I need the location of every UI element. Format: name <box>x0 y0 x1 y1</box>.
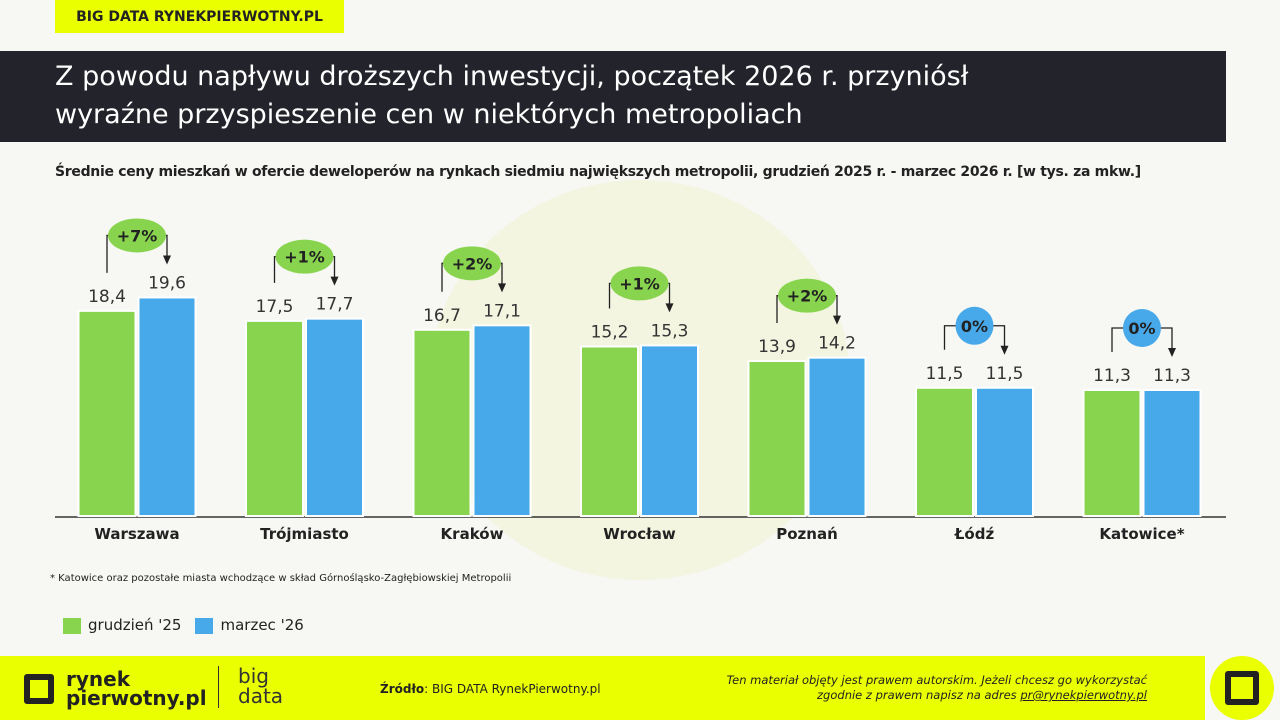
legend-item-dec: grudzień '25 <box>63 616 181 634</box>
data-label: 17,1 <box>483 301 521 321</box>
category-label: Katowice* <box>1099 525 1184 543</box>
change-label: +2% <box>452 254 493 273</box>
data-label: 14,2 <box>818 334 856 354</box>
change-label: +7% <box>117 226 158 245</box>
change-badge <box>955 306 994 345</box>
footer: rynek pierwotny.pl big data Źródło: BIG DA… <box>0 656 1205 720</box>
chart-title: Średnie ceny mieszkań w ofercie dewelope… <box>55 164 1141 180</box>
data-label: 11,3 <box>1153 366 1191 386</box>
bigdata-text: big <box>238 664 269 688</box>
category-label: Trójmiasto <box>260 525 349 543</box>
logo-square-icon <box>1225 671 1259 705</box>
source-label: Źródło <box>380 682 425 696</box>
legend-item-mar: marzec '26 <box>195 616 304 634</box>
title-line-1: Z powodu napływu droższych inwestycji, p… <box>55 61 969 92</box>
bar-mar <box>975 386 1034 517</box>
category-label: Kraków <box>441 525 504 543</box>
copyright-line: zgodnie z prawem napisz na adres <box>817 688 1021 702</box>
bar-dec <box>580 345 639 517</box>
logo-text: rynek <box>66 667 131 691</box>
divider <box>218 666 219 708</box>
bar-dec <box>412 328 472 518</box>
source: Źródło: BIG DATA RynekPierwotny.pl <box>380 682 601 696</box>
arrow-down-icon <box>665 303 674 313</box>
bigdata-text: data <box>238 684 284 708</box>
change-label: +2% <box>787 287 828 306</box>
data-label: 11,5 <box>926 364 964 384</box>
logo-text: pierwotny.pl <box>66 686 207 710</box>
bar-mar <box>640 344 699 517</box>
copyright-line: Ten materiał objęty jest prawem autorski… <box>726 673 1147 687</box>
change-label: 0% <box>1128 319 1155 338</box>
data-label: 16,7 <box>423 306 461 326</box>
bar-dec <box>747 360 807 518</box>
bar-mar <box>305 317 364 517</box>
title-line-2: wyraźne przyspieszenie cen w niektórych … <box>55 99 803 130</box>
change-badge <box>443 246 501 281</box>
legend-swatch-green <box>63 617 81 634</box>
change-label: +1% <box>619 274 660 293</box>
page-title: Z powodu napływu droższych inwestycji, p… <box>0 51 1226 142</box>
category-label: Warszawa <box>94 525 179 543</box>
change-badge <box>1123 309 1161 348</box>
arrow-down-icon <box>498 283 506 293</box>
change-badge <box>778 278 836 313</box>
data-label: 15,3 <box>651 321 689 341</box>
logo-square-icon <box>24 674 54 704</box>
bar-dec <box>915 386 974 517</box>
arrow-down-icon <box>1000 345 1009 355</box>
data-label: 19,6 <box>148 273 186 293</box>
copyright-note: Ten materiał objęty jest prawem autorski… <box>727 673 1147 703</box>
arrow-down-icon <box>1168 348 1176 358</box>
category-label: Wrocław <box>603 525 676 543</box>
data-label: 17,5 <box>256 297 294 317</box>
bigdata-logo: big data <box>238 666 283 706</box>
bar-mar <box>137 296 197 517</box>
legend: grudzień '25 marzec '26 <box>63 616 304 634</box>
data-label: 18,4 <box>88 287 126 307</box>
legend-label: grudzień '25 <box>88 616 182 634</box>
data-label: 15,2 <box>591 323 629 343</box>
source-text: : BIG DATA RynekPierwotny.pl <box>424 682 601 696</box>
bar-mar <box>1142 389 1202 518</box>
arrow-down-icon <box>833 315 841 325</box>
rynekpierwotny-logo: rynek pierwotny.pl <box>24 667 207 710</box>
legend-label: marzec '26 <box>220 616 304 634</box>
data-label: 11,3 <box>1093 366 1131 386</box>
category-label: Poznań <box>776 525 838 543</box>
data-label: 11,5 <box>986 364 1024 384</box>
change-badge <box>275 239 334 274</box>
change-label: 0% <box>961 317 988 336</box>
legend-swatch-blue <box>195 617 214 634</box>
data-label: 13,9 <box>758 337 796 357</box>
footnote: * Katowice oraz pozostałe miasta wchodzą… <box>50 573 512 584</box>
change-badge <box>108 218 166 253</box>
data-label: 17,7 <box>316 295 354 315</box>
category-label: Łódź <box>954 525 995 543</box>
bar-dec <box>1082 389 1142 518</box>
bar-dec <box>245 319 304 517</box>
logo-circle <box>1210 656 1274 720</box>
arrow-down-icon <box>163 255 171 265</box>
bar-mar <box>472 324 532 517</box>
arrow-down-icon <box>330 276 339 286</box>
brand-tag: BIG DATA RYNEKPIERWOTNY.PL <box>55 0 344 33</box>
change-label: +1% <box>284 248 325 267</box>
change-badge <box>610 266 669 301</box>
bar-dec <box>77 309 137 517</box>
email-link[interactable]: pr@rynekpierwotny.pl <box>1020 688 1147 702</box>
bar-mar <box>807 356 867 518</box>
